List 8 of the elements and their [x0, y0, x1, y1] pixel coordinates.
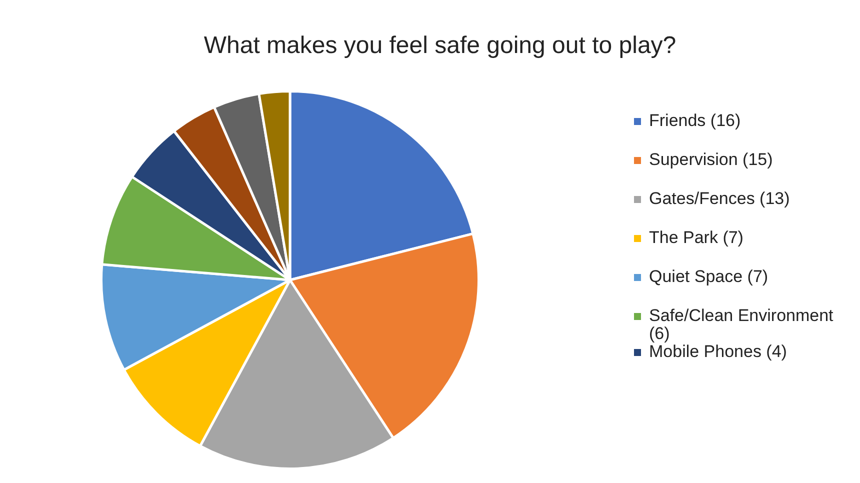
legend-label: Friends (16): [649, 111, 741, 130]
legend-label: Quiet Space (7): [649, 267, 768, 286]
legend-label: Gates/Fences (13): [649, 189, 790, 208]
chart-title: What makes you feel safe going out to play?: [202, 32, 678, 60]
legend-label: Supervision (15): [649, 150, 773, 169]
legend-label: Mobile Phones (4): [649, 342, 787, 361]
legend-label: Safe/Clean Environment (6): [649, 306, 834, 343]
legend-label: The Park (7): [649, 228, 744, 247]
